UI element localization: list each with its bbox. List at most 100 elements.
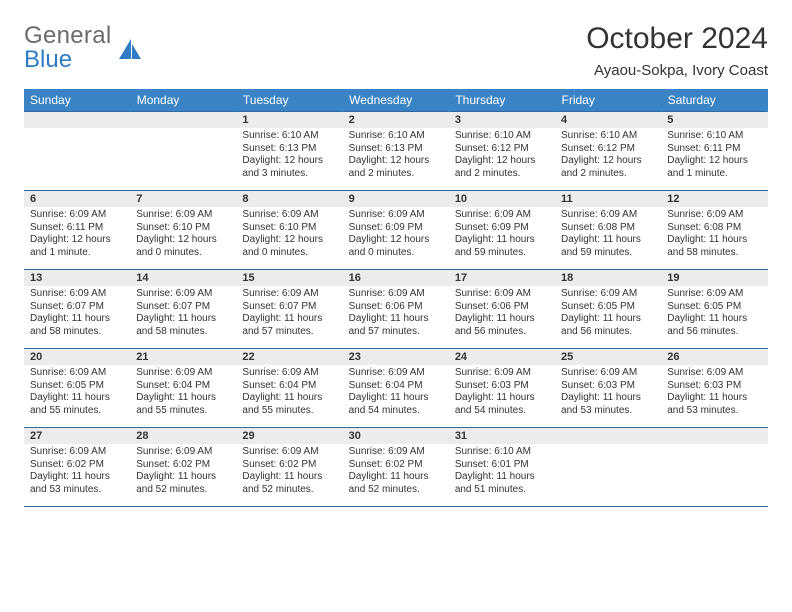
daylight-line: Daylight: 11 hours and 53 minutes. bbox=[667, 392, 761, 417]
day-number bbox=[555, 428, 661, 444]
title-block: October 2024 Ayaou-Sokpa, Ivory Coast bbox=[586, 22, 768, 79]
daylight-line: Daylight: 11 hours and 53 minutes. bbox=[30, 471, 124, 496]
day-body: Sunrise: 6:09 AMSunset: 6:06 PMDaylight:… bbox=[343, 286, 449, 348]
sunrise-line: Sunrise: 6:09 AM bbox=[30, 209, 124, 222]
calendar-table: SundayMondayTuesdayWednesdayThursdayFrid… bbox=[24, 89, 768, 506]
day-number: 1 bbox=[236, 112, 342, 128]
day-num-cell: 20 bbox=[24, 349, 130, 366]
day-number: 22 bbox=[236, 349, 342, 365]
day-body-cell: Sunrise: 6:09 AMSunset: 6:02 PMDaylight:… bbox=[343, 444, 449, 506]
day-num-cell: 24 bbox=[449, 349, 555, 366]
day-body-cell: Sunrise: 6:09 AMSunset: 6:08 PMDaylight:… bbox=[661, 207, 767, 270]
day-num-cell bbox=[130, 112, 236, 129]
day-body bbox=[555, 444, 661, 506]
daylight-line: Daylight: 11 hours and 52 minutes. bbox=[349, 471, 443, 496]
day-num-cell: 7 bbox=[130, 191, 236, 208]
sunrise-line: Sunrise: 6:10 AM bbox=[455, 130, 549, 143]
sunrise-line: Sunrise: 6:09 AM bbox=[30, 288, 124, 301]
day-body: Sunrise: 6:10 AMSunset: 6:13 PMDaylight:… bbox=[236, 128, 342, 190]
day-number: 23 bbox=[343, 349, 449, 365]
day-header-sunday: Sunday bbox=[24, 89, 130, 112]
day-num-cell: 11 bbox=[555, 191, 661, 208]
day-num-cell: 13 bbox=[24, 270, 130, 287]
day-body-cell: Sunrise: 6:09 AMSunset: 6:03 PMDaylight:… bbox=[555, 365, 661, 428]
daylight-line: Daylight: 11 hours and 53 minutes. bbox=[561, 392, 655, 417]
day-num-cell: 30 bbox=[343, 428, 449, 445]
day-num-cell: 23 bbox=[343, 349, 449, 366]
day-num-cell: 19 bbox=[661, 270, 767, 287]
week-3-bodyrow: Sunrise: 6:09 AMSunset: 6:05 PMDaylight:… bbox=[24, 365, 768, 428]
logo-sail-icon bbox=[117, 37, 145, 65]
sunrise-line: Sunrise: 6:09 AM bbox=[30, 367, 124, 380]
day-number: 10 bbox=[449, 191, 555, 207]
week-0-bodyrow: Sunrise: 6:10 AMSunset: 6:13 PMDaylight:… bbox=[24, 128, 768, 191]
sunrise-line: Sunrise: 6:09 AM bbox=[561, 288, 655, 301]
logo-word-2: Blue bbox=[24, 46, 111, 74]
day-num-cell: 10 bbox=[449, 191, 555, 208]
day-body-cell: Sunrise: 6:10 AMSunset: 6:12 PMDaylight:… bbox=[449, 128, 555, 191]
sunset-line: Sunset: 6:09 PM bbox=[455, 222, 549, 235]
sunrise-line: Sunrise: 6:09 AM bbox=[242, 446, 336, 459]
sunrise-line: Sunrise: 6:09 AM bbox=[667, 288, 761, 301]
day-num-cell: 2 bbox=[343, 112, 449, 129]
day-number: 28 bbox=[130, 428, 236, 444]
daylight-line: Daylight: 11 hours and 57 minutes. bbox=[349, 313, 443, 338]
day-body: Sunrise: 6:10 AMSunset: 6:12 PMDaylight:… bbox=[555, 128, 661, 190]
day-body: Sunrise: 6:10 AMSunset: 6:11 PMDaylight:… bbox=[661, 128, 767, 190]
day-body: Sunrise: 6:09 AMSunset: 6:02 PMDaylight:… bbox=[236, 444, 342, 506]
day-body-cell: Sunrise: 6:09 AMSunset: 6:04 PMDaylight:… bbox=[236, 365, 342, 428]
week-2-bodyrow: Sunrise: 6:09 AMSunset: 6:07 PMDaylight:… bbox=[24, 286, 768, 349]
day-num-cell: 1 bbox=[236, 112, 342, 129]
sunrise-line: Sunrise: 6:09 AM bbox=[561, 209, 655, 222]
day-body-cell: Sunrise: 6:10 AMSunset: 6:13 PMDaylight:… bbox=[343, 128, 449, 191]
day-number: 8 bbox=[236, 191, 342, 207]
sunrise-line: Sunrise: 6:09 AM bbox=[455, 209, 549, 222]
daylight-line: Daylight: 11 hours and 58 minutes. bbox=[667, 234, 761, 259]
day-body: Sunrise: 6:09 AMSunset: 6:10 PMDaylight:… bbox=[236, 207, 342, 269]
sunset-line: Sunset: 6:04 PM bbox=[349, 380, 443, 393]
day-number: 12 bbox=[661, 191, 767, 207]
sunset-line: Sunset: 6:05 PM bbox=[30, 380, 124, 393]
sunrise-line: Sunrise: 6:10 AM bbox=[242, 130, 336, 143]
week-4-bodyrow: Sunrise: 6:09 AMSunset: 6:02 PMDaylight:… bbox=[24, 444, 768, 506]
day-num-cell: 8 bbox=[236, 191, 342, 208]
day-body-cell: Sunrise: 6:10 AMSunset: 6:13 PMDaylight:… bbox=[236, 128, 342, 191]
header: General Blue October 2024 Ayaou-Sokpa, I… bbox=[24, 22, 768, 79]
sunset-line: Sunset: 6:11 PM bbox=[667, 143, 761, 156]
sunset-line: Sunset: 6:04 PM bbox=[136, 380, 230, 393]
daylight-line: Daylight: 12 hours and 0 minutes. bbox=[349, 234, 443, 259]
sunset-line: Sunset: 6:04 PM bbox=[242, 380, 336, 393]
day-number: 4 bbox=[555, 112, 661, 128]
sunset-line: Sunset: 6:02 PM bbox=[349, 459, 443, 472]
daylight-line: Daylight: 11 hours and 55 minutes. bbox=[136, 392, 230, 417]
daylight-line: Daylight: 11 hours and 52 minutes. bbox=[242, 471, 336, 496]
day-num-cell: 27 bbox=[24, 428, 130, 445]
day-num-cell: 29 bbox=[236, 428, 342, 445]
sunrise-line: Sunrise: 6:09 AM bbox=[561, 367, 655, 380]
daylight-line: Daylight: 11 hours and 56 minutes. bbox=[455, 313, 549, 338]
day-body-cell: Sunrise: 6:09 AMSunset: 6:08 PMDaylight:… bbox=[555, 207, 661, 270]
daylight-line: Daylight: 12 hours and 1 minute. bbox=[667, 155, 761, 180]
logo: General Blue bbox=[24, 22, 145, 74]
daylight-line: Daylight: 11 hours and 58 minutes. bbox=[136, 313, 230, 338]
day-number: 15 bbox=[236, 270, 342, 286]
day-header-tuesday: Tuesday bbox=[236, 89, 342, 112]
day-body: Sunrise: 6:10 AMSunset: 6:13 PMDaylight:… bbox=[343, 128, 449, 190]
day-body-cell: Sunrise: 6:10 AMSunset: 6:12 PMDaylight:… bbox=[555, 128, 661, 191]
sunrise-line: Sunrise: 6:09 AM bbox=[349, 209, 443, 222]
sunset-line: Sunset: 6:10 PM bbox=[242, 222, 336, 235]
daylight-line: Daylight: 11 hours and 55 minutes. bbox=[30, 392, 124, 417]
day-num-cell: 4 bbox=[555, 112, 661, 129]
week-3-numrow: 20212223242526 bbox=[24, 349, 768, 366]
sunrise-line: Sunrise: 6:09 AM bbox=[136, 367, 230, 380]
daylight-line: Daylight: 11 hours and 54 minutes. bbox=[349, 392, 443, 417]
week-4-numrow: 2728293031 bbox=[24, 428, 768, 445]
sunset-line: Sunset: 6:02 PM bbox=[30, 459, 124, 472]
day-number: 25 bbox=[555, 349, 661, 365]
sunset-line: Sunset: 6:11 PM bbox=[30, 222, 124, 235]
day-body-cell bbox=[130, 128, 236, 191]
day-number: 24 bbox=[449, 349, 555, 365]
day-body: Sunrise: 6:09 AMSunset: 6:04 PMDaylight:… bbox=[343, 365, 449, 427]
week-1-bodyrow: Sunrise: 6:09 AMSunset: 6:11 PMDaylight:… bbox=[24, 207, 768, 270]
daylight-line: Daylight: 12 hours and 2 minutes. bbox=[455, 155, 549, 180]
